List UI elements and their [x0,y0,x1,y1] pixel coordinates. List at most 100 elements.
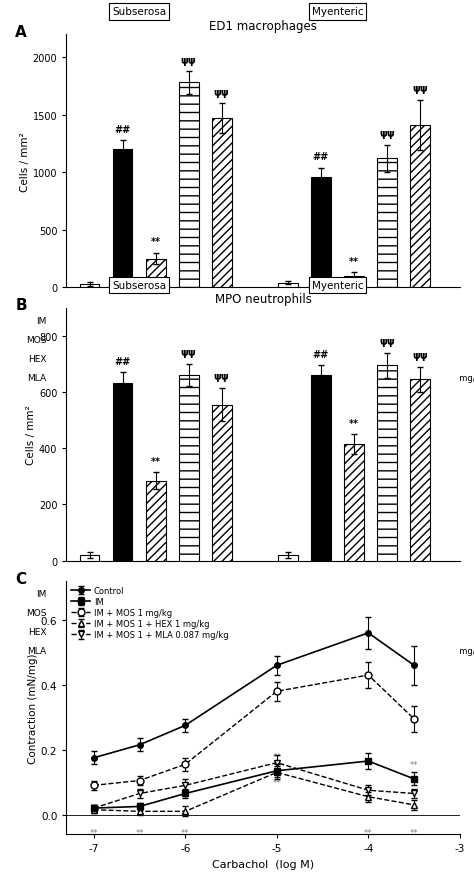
Y-axis label: Contraction (mN/mg): Contraction (mN/mg) [28,652,38,763]
Text: +: + [416,316,424,326]
Text: +: + [350,316,358,326]
Text: 1: 1 [384,335,390,344]
Text: ψψ: ψψ [379,129,395,139]
Text: +: + [383,316,391,326]
Text: –: – [319,373,323,382]
Title: MPO neutrophils: MPO neutrophils [215,292,311,306]
Text: **: ** [349,256,359,267]
Text: –: – [286,354,290,363]
Text: –: – [385,646,389,655]
Text: **: ** [135,828,144,838]
Bar [179,83,199,288]
Y-axis label: Cells / mm²: Cells / mm² [20,132,30,191]
Text: 1: 1 [153,335,158,344]
Bar [410,380,430,561]
Text: –: – [154,373,158,382]
Text: 1: 1 [186,608,191,617]
Text: –: – [120,608,125,617]
Text: –: – [87,589,92,599]
Text: ψψ: ψψ [214,372,229,382]
Bar [179,376,199,561]
Bar [113,150,132,288]
Text: 1: 1 [417,608,423,617]
Text: IM: IM [36,316,46,326]
Text: ψψ: ψψ [412,84,428,94]
Text: B: B [15,298,27,313]
Legend: Control, IM, IM + MOS 1 mg/kg, IM + MOS 1 + HEX 1 mg/kg, IM + MOS 1 + MLA 0.087 : Control, IM, IM + MOS 1 mg/kg, IM + MOS … [71,586,229,640]
Bar [113,384,132,561]
Text: –: – [319,646,323,655]
Text: **: ** [410,760,418,769]
Bar [146,259,165,288]
Text: +: + [350,589,358,599]
Text: **: ** [151,457,161,466]
Text: ##: ## [114,125,131,134]
Text: +: + [317,589,325,599]
Text: +: + [119,589,126,599]
Bar [410,126,430,288]
Text: –: – [418,354,422,363]
Text: 1: 1 [384,628,390,637]
Text: +: + [152,316,159,326]
Text: ψψ: ψψ [214,88,229,97]
Text: –: – [352,646,356,655]
Text: **: ** [349,418,359,428]
Text: –: – [319,628,323,637]
Text: –: – [219,628,224,637]
Text: MLA: MLA [27,646,46,655]
Text: –: – [286,589,290,599]
Text: –: – [219,646,224,655]
Text: –: – [219,354,224,363]
Text: **: ** [151,237,161,248]
Bar [377,159,397,288]
Text: –: – [319,335,323,344]
Text: –: – [418,628,422,637]
Text: 1: 1 [417,335,423,344]
Text: +: + [119,316,126,326]
Text: MOS: MOS [26,608,46,617]
Bar [146,481,165,561]
Text: –: – [319,608,323,617]
Text: Subserosa: Subserosa [112,280,166,291]
Text: 1: 1 [351,608,357,617]
Text: **: ** [410,828,418,838]
Text: –: – [286,373,290,382]
Text: **: ** [273,778,281,787]
Bar [344,277,364,288]
Text: –: – [120,354,125,363]
Text: +: + [185,589,192,599]
Text: –: – [154,646,158,655]
Text: **: ** [181,828,190,838]
Text: 0.087: 0.087 [407,373,433,382]
Text: Myenteric: Myenteric [311,7,363,18]
Text: +: + [416,589,424,599]
Text: –: – [87,354,92,363]
Bar [80,284,100,288]
Text: ψψ: ψψ [379,337,395,347]
Text: –: – [87,373,92,382]
Text: HEX: HEX [28,354,46,363]
Text: ##: ## [114,356,131,366]
Text: –: – [352,628,356,637]
Text: –: – [286,608,290,617]
Text: +: + [218,589,226,599]
Text: –: – [87,628,92,637]
Text: 1: 1 [153,354,158,363]
Text: 1: 1 [186,335,191,344]
Text: MLA: MLA [27,373,46,382]
Bar [311,177,331,288]
Text: Subserosa: Subserosa [112,7,166,18]
Text: –: – [87,608,92,617]
Bar [80,556,100,561]
Text: +: + [317,316,325,326]
Text: –: – [186,628,191,637]
Text: –: – [120,628,125,637]
Text: –: – [352,354,356,363]
Text: –: – [286,335,290,344]
Text: IM: IM [36,589,46,599]
Bar [377,366,397,561]
Bar [212,405,232,561]
Text: –: – [87,316,92,326]
Text: 1: 1 [153,608,158,617]
Text: 1: 1 [219,608,225,617]
